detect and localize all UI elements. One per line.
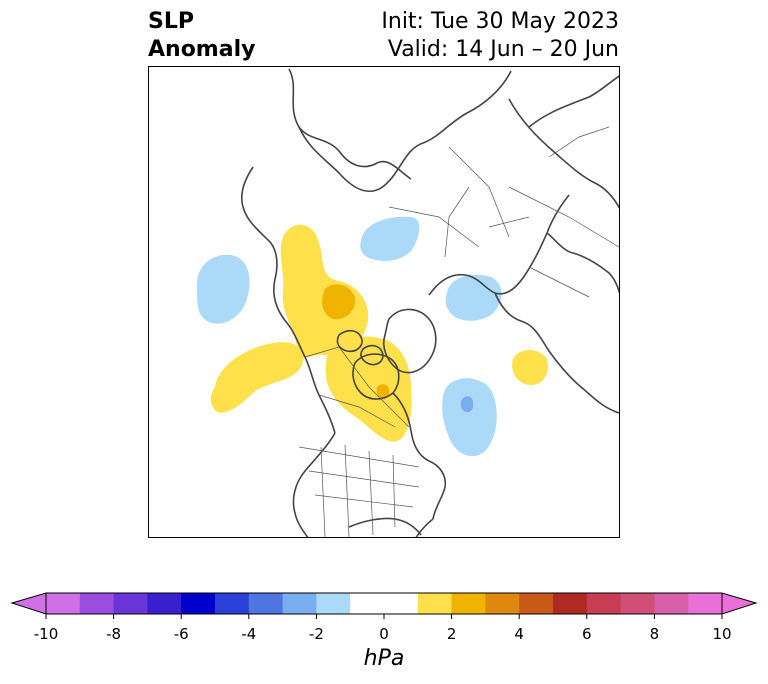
colorbar-bin	[688, 593, 723, 614]
colorbar-bin	[316, 593, 351, 614]
colorbar-unit: hPa	[363, 646, 405, 671]
colorbar-tick-label: 6	[582, 625, 592, 643]
colorbar-bin	[46, 593, 81, 614]
colorbar-bin	[248, 593, 284, 614]
colorbar-bin	[654, 593, 689, 614]
colorbar-tick-label: -2	[308, 625, 324, 643]
title-variable-sub: Anomaly	[148, 37, 256, 62]
colorbar-bin	[350, 593, 419, 614]
anomaly-pos-hudson	[325, 336, 412, 442]
colorbar-tick-label: -10	[33, 625, 59, 643]
colorbar-tick-label: 0	[379, 625, 389, 643]
anomaly-neg-north-pacific	[196, 254, 250, 324]
colorbar-bin	[451, 593, 486, 614]
colorbar	[10, 592, 758, 619]
colorbar-bin	[620, 593, 655, 614]
map-panel	[148, 66, 620, 538]
colorbar-tick-label: -8	[106, 625, 122, 643]
map-date-info: Init: Tue 30 May 2023 Valid: 14 Jun – 20…	[381, 8, 619, 64]
colorbar-extend-high	[721, 592, 758, 615]
colorbar-bin	[181, 593, 216, 614]
colorbar-tick-label: 8	[649, 625, 660, 643]
anomaly-pos-pacific	[210, 342, 304, 413]
colorbar-bin	[485, 593, 520, 614]
colorbar-bin	[113, 593, 148, 614]
colorbar-tick-label: -6	[173, 625, 189, 643]
init-date: Init: Tue 30 May 2023	[381, 9, 619, 34]
borders	[298, 126, 619, 537]
colorbar-bin	[586, 593, 622, 614]
anomaly-fields	[196, 216, 549, 457]
colorbar-tick-label: 2	[446, 625, 457, 643]
colorbar-bin	[519, 593, 554, 614]
colorbar-extend-low	[10, 592, 47, 615]
anomaly-neg-newfoundland-core	[461, 396, 474, 413]
map-title: SLP Anomaly	[148, 8, 255, 64]
anomaly-pos-western-core	[322, 284, 356, 320]
anomaly-neg-newfoundland	[442, 378, 497, 457]
colorbar-bin	[147, 593, 182, 614]
colorbar-bin	[553, 593, 588, 614]
colorbar-bin	[282, 593, 317, 614]
anomaly-neg-siberia	[360, 216, 420, 261]
anomaly-pos-hudson-core	[376, 384, 390, 400]
anomaly-neg-scandinavia	[445, 274, 502, 321]
map-svg	[196, 68, 619, 537]
colorbar-tick-label: 4	[514, 625, 524, 643]
colorbar-bin	[215, 593, 250, 614]
colorbar-tick-label: 10	[712, 625, 732, 643]
colorbar-bin	[79, 593, 115, 614]
colorbar-tick-label: -4	[241, 625, 257, 643]
valid-range: Valid: 14 Jun – 20 Jun	[387, 37, 619, 62]
title-variable: SLP	[148, 9, 194, 34]
coastlines	[240, 68, 619, 537]
anomaly-pos-atlantic	[512, 350, 549, 385]
colorbar-bin	[417, 593, 453, 614]
